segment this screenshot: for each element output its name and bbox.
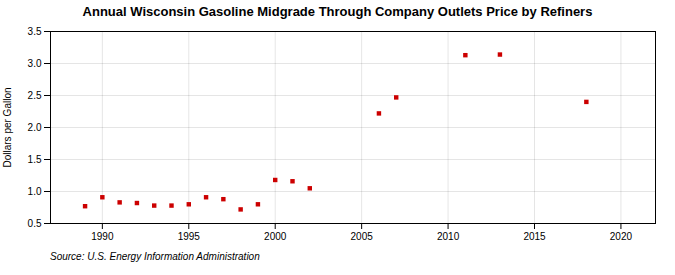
svg-text:3.0: 3.0 — [28, 58, 42, 69]
svg-text:2005: 2005 — [351, 231, 374, 242]
html-text:Annual Wisconsin Gasoline Midg: Annual Wisconsin Gasoline Midgrade Throu… — [82, 4, 593, 19]
svg-text:2020: 2020 — [610, 231, 633, 242]
svg-text:2.5: 2.5 — [28, 90, 42, 101]
svg-text:1.5: 1.5 — [28, 154, 42, 165]
svg-text:3.5: 3.5 — [28, 26, 42, 37]
svg-text:2010: 2010 — [437, 231, 460, 242]
svg-text:1.0: 1.0 — [28, 186, 42, 197]
svg-text:1990: 1990 — [91, 231, 114, 242]
svg-text:0.5: 0.5 — [28, 218, 42, 229]
svg-text:2.0: 2.0 — [28, 122, 42, 133]
svg-text:1995: 1995 — [178, 231, 201, 242]
svg-text:2000: 2000 — [264, 231, 287, 242]
html-text:Source: U.S. Energy Informatio: Source: U.S. Energy Information Administ… — [50, 251, 260, 262]
svg-text:Dollars per Gallon: Dollars per Gallon — [2, 87, 13, 167]
svg-text:2015: 2015 — [523, 231, 546, 242]
